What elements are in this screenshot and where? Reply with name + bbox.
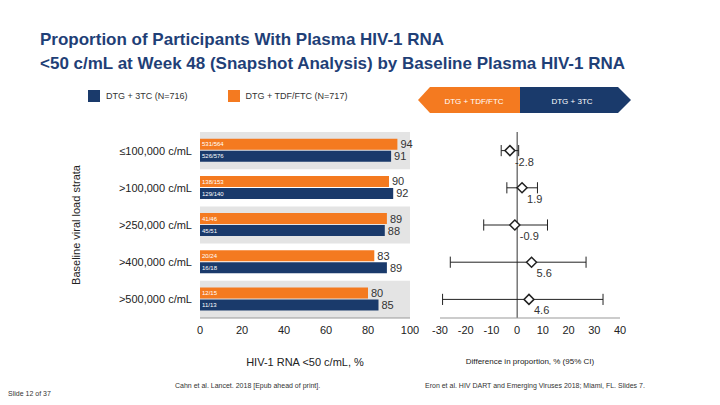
svg-text:Difference in proportion, % (9: Difference in proportion, % (95% CI) [466, 357, 595, 366]
svg-text:1.9: 1.9 [527, 193, 542, 205]
svg-text:-30: -30 [432, 324, 448, 336]
svg-text:40: 40 [278, 324, 290, 336]
svg-text:>250,000 c/mL: >250,000 c/mL [119, 219, 192, 231]
svg-text:89: 89 [390, 262, 402, 274]
svg-text:85: 85 [382, 299, 394, 311]
html-text:Eron et al. HIV DART and Emerg: Eron et al. HIV DART and Emerging Viruse… [425, 382, 645, 389]
svg-text:83: 83 [377, 250, 389, 262]
svg-text:91: 91 [394, 150, 406, 162]
svg-text:0: 0 [197, 324, 203, 336]
svg-text:-2.8: -2.8 [515, 156, 534, 168]
svg-text:45/51: 45/51 [202, 228, 218, 234]
svg-text:DTG + TDF/FTC: DTG + TDF/FTC [444, 97, 503, 106]
svg-text:30: 30 [588, 324, 600, 336]
svg-text:-10: -10 [483, 324, 499, 336]
svg-text:-20: -20 [458, 324, 474, 336]
svg-text:>400,000 c/mL: >400,000 c/mL [119, 256, 192, 268]
svg-text:11/13: 11/13 [202, 302, 217, 308]
svg-text:DTG + 3TC: DTG + 3TC [551, 97, 592, 106]
html-text:Proportion of Participants Wit: Proportion of Participants With Plasma H… [40, 30, 445, 49]
svg-text:>500,000 c/mL: >500,000 c/mL [119, 293, 192, 305]
svg-text:>100,000 c/mL: >100,000 c/mL [119, 182, 192, 194]
svg-text:90: 90 [392, 175, 404, 187]
svg-text:10: 10 [537, 324, 549, 336]
svg-text:20: 20 [236, 324, 248, 336]
svg-text:94: 94 [400, 138, 412, 150]
svg-text:20/24: 20/24 [202, 253, 218, 259]
svg-text:100: 100 [401, 324, 419, 336]
svg-text:16/18: 16/18 [202, 265, 218, 271]
html-text:DTG + TDF/FTC (N=717): DTG + TDF/FTC (N=717) [245, 91, 348, 101]
svg-text:89: 89 [390, 213, 402, 225]
svg-text:41/46: 41/46 [202, 216, 218, 222]
svg-text:12/15: 12/15 [202, 290, 218, 296]
svg-text:80: 80 [362, 324, 374, 336]
svg-text:5.6: 5.6 [537, 267, 552, 279]
svg-text:129/140: 129/140 [202, 191, 224, 197]
svg-text:531/564: 531/564 [202, 141, 224, 147]
svg-text:526/576: 526/576 [202, 153, 224, 159]
svg-text:60: 60 [320, 324, 332, 336]
svg-text:Baseline viral load strata: Baseline viral load strata [70, 164, 82, 285]
svg-text:20: 20 [562, 324, 574, 336]
svg-text:40: 40 [614, 324, 626, 336]
svg-text:4.6: 4.6 [534, 304, 549, 316]
svg-text:80: 80 [371, 287, 383, 299]
html-text:<50 c/mL at Week 48 (Snapshot: <50 c/mL at Week 48 (Snapshot Analysis) … [40, 54, 625, 73]
html-text:Cahn et al. Lancet. 2018 [Epub: Cahn et al. Lancet. 2018 [Epub ahead of … [175, 382, 321, 389]
svg-text:92: 92 [396, 187, 408, 199]
svg-text:HIV-1 RNA <50 c/mL, %: HIV-1 RNA <50 c/mL, % [246, 356, 364, 368]
html-text:Slide 12 of 37: Slide 12 of 37 [8, 390, 51, 397]
svg-text:0: 0 [514, 324, 520, 336]
svg-text:≤100,000 c/mL: ≤100,000 c/mL [119, 145, 192, 157]
html-text:DTG + 3TC (N=716): DTG + 3TC (N=716) [106, 91, 188, 101]
svg-text:138/153: 138/153 [202, 179, 224, 185]
svg-text:88: 88 [388, 225, 400, 237]
svg-text:-0.9: -0.9 [520, 230, 539, 242]
